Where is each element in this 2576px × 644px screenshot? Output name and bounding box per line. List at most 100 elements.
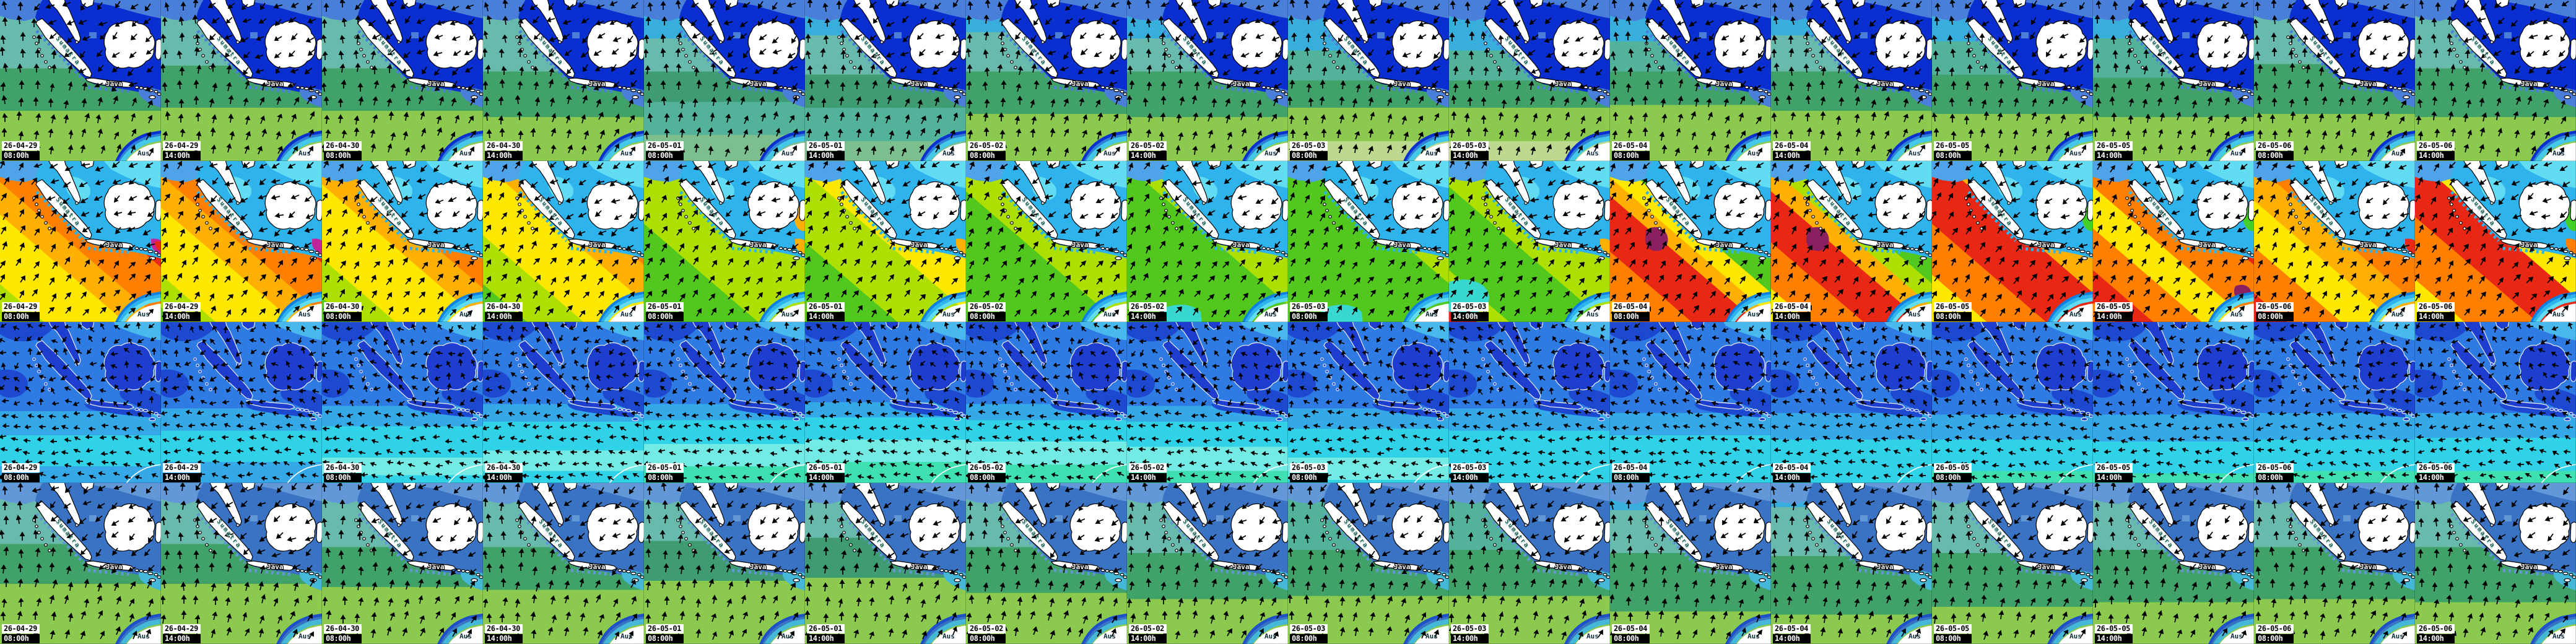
nw-sea-patch [1610,483,1653,504]
map-tile-r3-c4[interactable]: 26-04-30 14:00h [483,322,644,483]
label-java: Java [2360,241,2377,249]
map-tile-r4-c3[interactable]: Sumatra Sumatra Java Aus 26-04-30 08:00h [322,483,483,644]
map-tile-r1-c2[interactable]: Sumatra Sumatra Java Aus 26-04-29 14:00h [161,0,322,161]
map-tile-r3-c9[interactable]: 26-05-03 08:00h [1288,322,1449,483]
map-tile-r1-c6[interactable]: Sumatra Sumatra Java Aus 26-05-01 14:00h [805,0,966,161]
map-tile-r2-c16[interactable]: Sumatra Sumatra Java Aus 26-05-06 14:00h [2415,161,2576,322]
map-tile-r4-c4[interactable]: Sumatra Sumatra Java Aus 26-04-30 14:00h [483,483,644,644]
field-patch [795,238,805,254]
map-tile-r3-c15[interactable]: 26-05-06 08:00h [2254,322,2415,483]
map-tile-r4-c14[interactable]: Sumatra Sumatra Java Aus 26-05-05 14:00h [2093,483,2254,644]
map-tile-r2-c5[interactable]: Sumatra Sumatra Java Aus 26-05-01 08:00h [644,161,805,322]
map-tile-r2-c12[interactable]: Sumatra Sumatra Java Aus 26-05-04 14:00h [1771,161,1932,322]
tile-time-label: 08:00h [1612,151,1650,160]
map-tile-r4-c8[interactable]: Sumatra Sumatra Java Aus 26-05-02 14:00h [1127,483,1288,644]
map-tile-r1-c16[interactable]: Sumatra Sumatra Java Aus 26-05-06 14:00h [2415,0,2576,161]
map-tile-r2-c15[interactable]: Sumatra Sumatra Java Aus 26-05-06 08:00h [2254,161,2415,322]
map-tile-r2-c8[interactable]: Sumatra Sumatra Java Aus 26-05-02 14:00h [1127,161,1288,322]
map-tile-r4-c5[interactable]: Sumatra Sumatra Java Aus 26-05-01 08:00h [644,483,805,644]
map-tile-r4-c15[interactable]: Sumatra Sumatra Java Aus 26-05-06 08:00h [2254,483,2415,644]
sea-light-patch [1219,0,1288,19]
map-tile-r2-c3[interactable]: Sumatra Sumatra Java Aus 26-04-30 08:00h [322,161,483,322]
map-tile-r2-c14[interactable]: Sumatra Sumatra Java Aus 26-05-05 14:00h [2093,161,2254,322]
wind-arrows [1610,323,1768,481]
map-tile-r4-c16[interactable]: Sumatra Sumatra Java Aus 26-05-06 14:00h [2415,483,2576,644]
map-tile-r2-c13[interactable]: Sumatra Sumatra Java Aus 26-05-05 08:00h [1932,161,2093,322]
map-tile-r1-c10[interactable]: Sumatra Sumatra Java Aus 26-05-03 14:00h [1449,0,1610,161]
tile-time-label: 14:00h [2095,634,2133,643]
wind-dark-patch [728,404,795,417]
map-tile-r2-c6[interactable]: Sumatra Sumatra Java Aus 26-05-01 14:00h [805,161,966,322]
map-tile-r2-c4[interactable]: Sumatra Sumatra Java Aus 26-04-30 14:00h [483,161,644,322]
map-tile-r1-c7[interactable]: Sumatra Sumatra Java Aus 26-05-02 08:00h [966,0,1127,161]
map-tile-r3-c8[interactable]: 26-05-02 14:00h [1127,322,1288,483]
tile-time-label: 14:00h [1451,151,1489,160]
sea-light-patch [1058,483,1127,502]
map-tile-r4-c11[interactable]: Sumatra Sumatra Java Aus 26-05-04 08:00h [1610,483,1771,644]
map-tile-r3-c1[interactable]: 26-04-29 08:00h [0,322,161,483]
map-tile-r1-c1[interactable]: Sumatra Sumatra Java Aus 26-04-29 08:00h [0,0,161,161]
label-aus: Aus [620,149,633,157]
map-tile-r3-c3[interactable]: 26-04-30 08:00h [322,322,483,483]
map-tile-r3-c12[interactable]: 26-05-04 14:00h [1771,322,1932,483]
sea-light-patch [2507,483,2576,502]
map-tile-r3-c2[interactable]: 26-04-29 14:00h [161,322,322,483]
map-tile-r2-c11[interactable]: Sumatra Sumatra Java Aus 26-05-04 08:00h [1610,161,1771,322]
tile-time-label: 14:00h [2417,312,2455,321]
map-tile-r1-c11[interactable]: Sumatra Sumatra Java Aus 26-05-04 08:00h [1610,0,1771,161]
map-tile-r3-c14[interactable]: 26-05-05 14:00h [2093,322,2254,483]
map-tile-r1-c15[interactable]: Sumatra Sumatra Java Aus 26-05-06 08:00h [2254,0,2415,161]
wind-dark-patch [0,369,28,398]
map-tile-r3-c11[interactable]: 26-05-04 08:00h [1610,322,1771,483]
map-tile-r3-c7[interactable]: 26-05-02 08:00h [966,322,1127,483]
map-tile-r1-c5[interactable]: Sumatra Sumatra Java Aus 26-05-01 08:00h [644,0,805,161]
map-tile-r4-c1[interactable]: Sumatra Sumatra Java Aus 26-04-29 08:00h [0,483,161,644]
label-aus: Aus [137,632,150,640]
map-tile-r1-c3[interactable]: Sumatra Sumatra Java Aus 26-04-30 08:00h [322,0,483,161]
map-tile-r1-c14[interactable]: Sumatra Sumatra Java Aus 26-05-05 14:00h [2093,0,2254,161]
label-aus: Aus [298,149,311,157]
map-tile-r4-c10[interactable]: Sumatra Sumatra Java Aus 26-05-03 14:00h [1449,483,1610,644]
australia-fringe [1564,613,1610,644]
map-tile-r3-c13[interactable]: 26-05-05 08:00h [1932,322,2093,483]
wind-arrows [2254,161,2410,318]
tile-time-label: 08:00h [324,473,362,482]
nw-sea-patch [161,483,204,504]
map-tile-r4-c12[interactable]: Sumatra Sumatra Java Aus 26-05-04 14:00h [1771,483,1932,644]
map-tile-r4-c2[interactable]: Sumatra Sumatra Java Aus 26-04-29 14:00h [161,483,322,644]
landmasses [1481,0,1610,100]
map-tile-r4-c6[interactable]: Sumatra Sumatra Java Aus 26-05-01 14:00h [805,483,966,644]
sea-light-patch [1055,32,1063,38]
map-tile-r3-c10[interactable]: 26-05-03 14:00h [1449,322,1610,483]
landmasses [1481,322,1610,422]
tile-time-label: 14:00h [485,634,523,643]
nw-sea-patch [1288,0,1331,21]
map-tile-r3-c16[interactable]: 26-05-06 14:00h [2415,322,2576,483]
australia-coast [2058,464,2093,483]
map-tile-r4-c13[interactable]: Sumatra Sumatra Java Aus 26-05-05 08:00h [1932,483,2093,644]
map-tile-r1-c4[interactable]: Sumatra Sumatra Java Aus 26-04-30 14:00h [483,0,644,161]
map-tile-r2-c7[interactable]: Sumatra Sumatra Java Aus 26-05-02 08:00h [966,161,1127,322]
landmasses [676,161,805,261]
map-tile-r2-c10[interactable]: Sumatra Sumatra Java Aus 26-05-03 14:00h [1449,161,1610,322]
landmasses [837,483,966,583]
map-tile-r4-c7[interactable]: Sumatra Sumatra Java Aus 26-05-02 08:00h [966,483,1127,644]
landmasses [1159,483,1288,583]
map-tile-r2-c9[interactable]: Sumatra Sumatra Java Aus 26-05-03 08:00h [1288,161,1449,322]
nw-sea-patch [322,0,365,21]
map-tile-r3-c5[interactable]: 26-05-01 08:00h [644,322,805,483]
map-tile-r3-c6[interactable]: 26-05-01 14:00h [805,322,966,483]
sea-light-patch [2021,515,2029,521]
map-tile-r1-c13[interactable]: Sumatra Sumatra Java Aus 26-05-05 08:00h [1932,0,2093,161]
map-tile-r1-c12[interactable]: Sumatra Sumatra Java Aus 26-05-04 14:00h [1771,0,1932,161]
map-tile-r4-c9[interactable]: Sumatra Sumatra Java Aus 26-05-03 08:00h [1288,483,1449,644]
map-tile-r1-c9[interactable]: Sumatra Sumatra Java Aus 26-05-03 08:00h [1288,0,1449,161]
map-tile-r1-c8[interactable]: Sumatra Sumatra Java Aus 26-05-02 14:00h [1127,0,1288,161]
map-tile-r2-c2[interactable]: Sumatra Sumatra Java Aus 26-04-29 14:00h [161,161,322,322]
map-tile-r2-c1[interactable]: Sumatra Sumatra Java Aus 26-04-29 08:00h [0,161,161,322]
sea-light-patch [733,515,741,521]
